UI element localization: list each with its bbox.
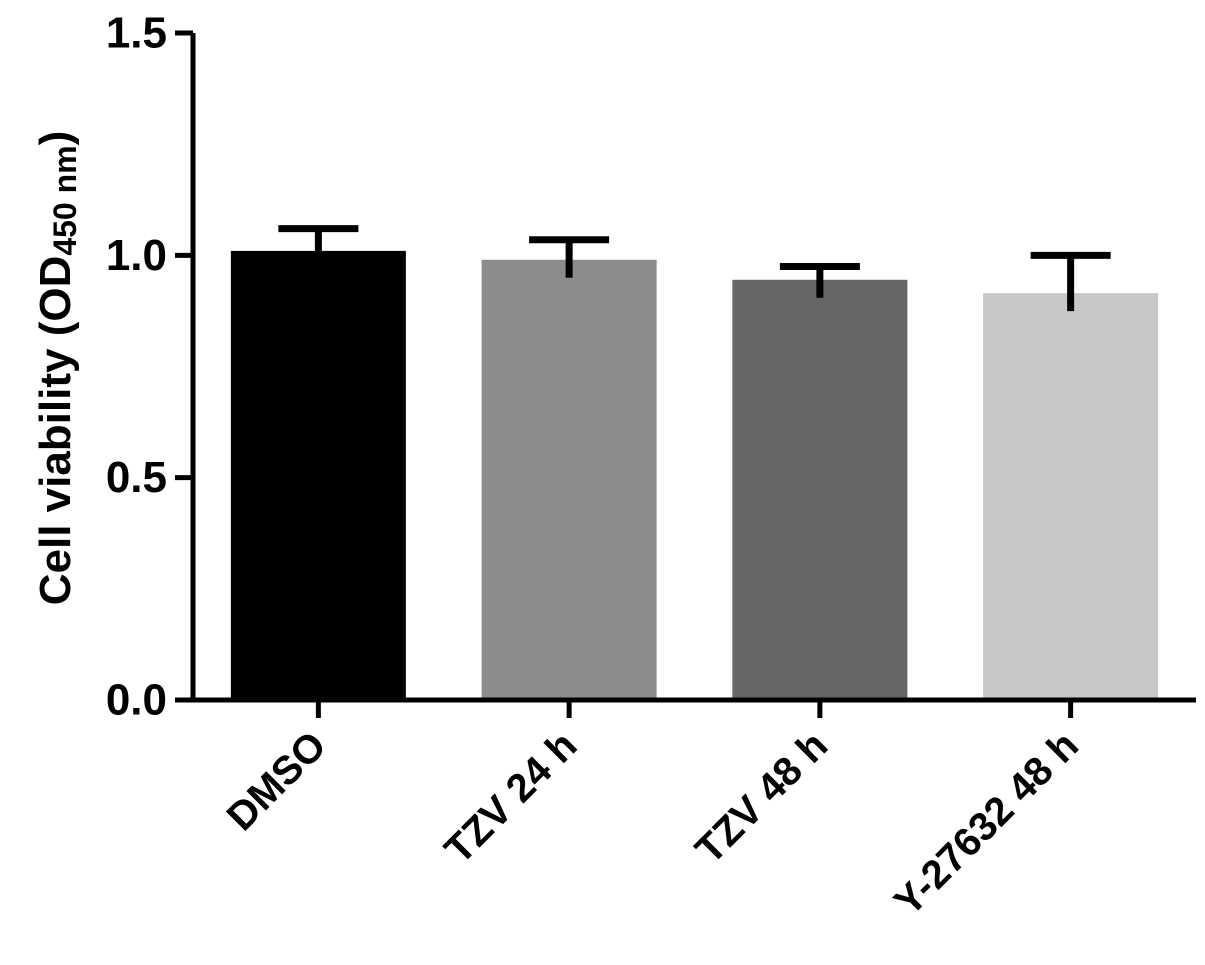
bars-layer: [230, 250, 1159, 701]
x-tick-label-2: TZV 48 h: [687, 723, 836, 872]
x-tick-label-3: Y-27632 48 h: [886, 723, 1087, 924]
x-tick-label-1: TZV 24 h: [436, 723, 585, 872]
y-axis-label-main: Cell viability (OD: [31, 256, 80, 606]
y-axis-label-suffix: ): [31, 131, 80, 146]
bar-0: [230, 250, 406, 701]
axes-layer: [175, 30, 1196, 718]
y-tick-label-3: 1.5: [106, 9, 167, 58]
bar-2: [732, 279, 908, 700]
x-tick-label-0: DMSO: [219, 723, 335, 839]
y-tick-label-1: 0.5: [106, 453, 167, 502]
bar-1: [481, 259, 657, 700]
y-tick-label-0: 0.0: [106, 676, 167, 725]
y-axis-label-subscript: 450 nm: [47, 145, 83, 255]
y-axis-label: Cell viability (OD450 nm): [31, 131, 84, 606]
y-tick-label-2: 1.0: [106, 231, 167, 280]
error-bars-layer: [278, 225, 1111, 312]
bar-3: [983, 293, 1159, 700]
